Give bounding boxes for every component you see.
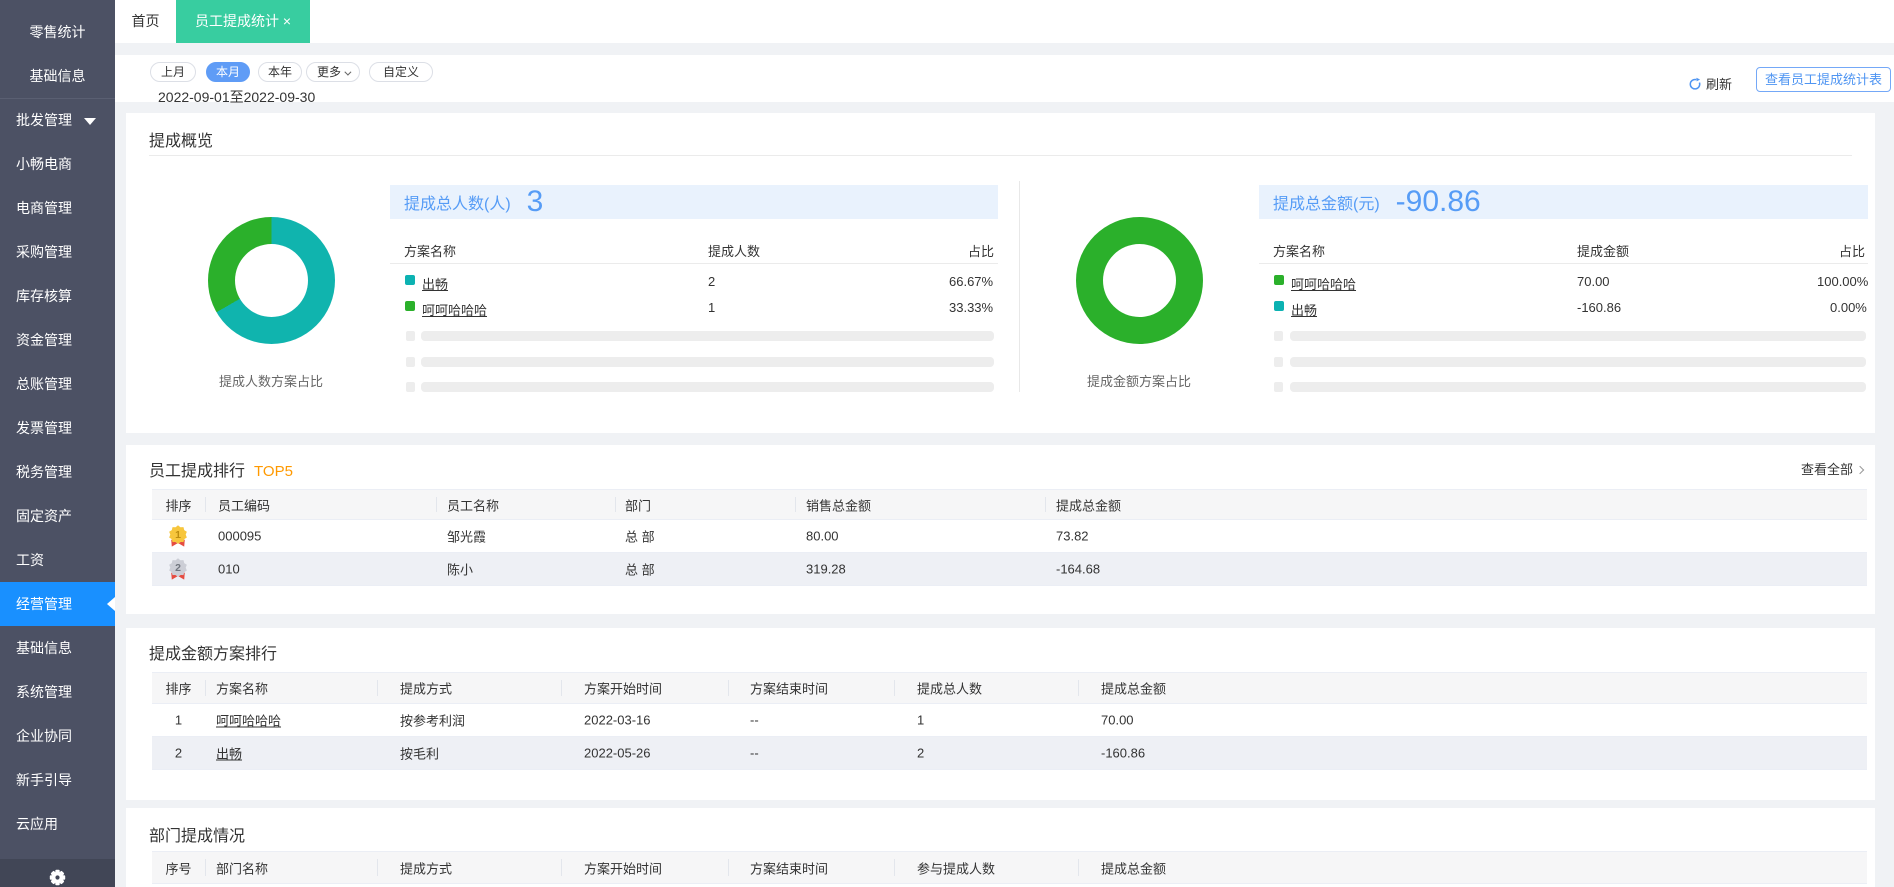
svg-text:2: 2: [175, 562, 181, 574]
svg-text:1: 1: [175, 529, 181, 541]
